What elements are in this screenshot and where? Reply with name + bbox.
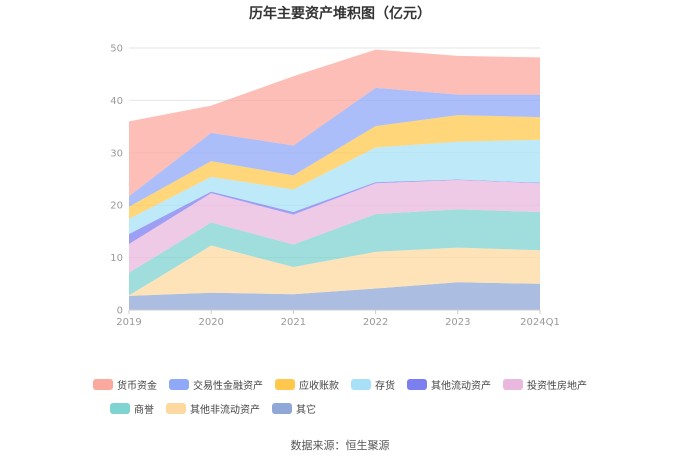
legend-swatch	[169, 379, 189, 390]
legend-swatch	[93, 379, 113, 390]
area-series-2	[129, 209, 540, 296]
legend-label: 商誉	[134, 405, 154, 416]
legend-item[interactable]: 其它	[272, 401, 316, 416]
legend-row-2: 商誉 其他非流动资产 其它	[0, 401, 680, 416]
legend-row-1: 货币资金 交易性金融资产 应收账款 存货 其他流动资产 投资性房地产	[0, 377, 680, 392]
area-series-3	[129, 180, 540, 273]
legend-swatch	[351, 379, 371, 390]
y-tick-label: 50	[110, 44, 123, 55]
x-tick-label: 2022	[363, 317, 388, 328]
x-tick-label: 2019	[116, 317, 141, 328]
legend-item[interactable]: 货币资金	[93, 377, 157, 392]
area-series-1	[129, 245, 540, 296]
x-tick-label: 2024Q1	[520, 317, 560, 328]
legend-swatch	[272, 403, 292, 414]
legend-item[interactable]: 交易性金融资产	[169, 377, 263, 392]
x-tick-label: 2020	[198, 317, 223, 328]
x-tick-label: 2021	[281, 317, 306, 328]
legend-label: 其它	[296, 405, 316, 416]
legend-label: 应收账款	[299, 381, 339, 392]
stacked-area-chart: 0 10 20 30 40 50 2019 2020 2021 2022 2023 2024Q1	[110, 44, 560, 329]
legend-label: 其他流动资产	[431, 381, 491, 392]
area-series-7	[129, 87, 540, 207]
legend-label: 其他非流动资产	[190, 405, 260, 416]
legend-swatch	[503, 379, 523, 390]
legend-item[interactable]: 商誉	[110, 401, 154, 416]
legend-item[interactable]: 应收账款	[275, 377, 339, 392]
y-tick-label: 20	[110, 201, 123, 212]
legend-swatch	[275, 379, 295, 390]
legend-item[interactable]: 投资性房地产	[503, 377, 587, 392]
legend-item[interactable]: 其他流动资产	[407, 377, 491, 392]
data-source-note: 数据来源：恒生聚源	[290, 439, 390, 452]
legend-label: 投资性房地产	[527, 381, 587, 392]
legend-swatch	[166, 403, 186, 414]
area-series-5	[129, 139, 540, 235]
area-series-6	[129, 115, 540, 219]
legend-label: 存货	[375, 381, 395, 392]
chart-title: 历年主要资产堆积图（亿元）	[249, 6, 431, 22]
legend-item[interactable]: 其他非流动资产	[166, 401, 260, 416]
chart-legend: 货币资金 交易性金融资产 应收账款 存货 其他流动资产 投资性房地产 商誉 其他非流动资产 其…	[0, 377, 680, 425]
y-tick-label: 30	[110, 148, 123, 159]
area-series-8	[129, 49, 540, 197]
legend-item[interactable]: 存货	[351, 377, 395, 392]
legend-swatch	[407, 379, 427, 390]
legend-label: 交易性金融资产	[193, 381, 263, 392]
area-series-0	[129, 282, 540, 310]
legend-swatch	[110, 403, 130, 414]
y-tick-label: 10	[110, 253, 123, 264]
y-tick-label: 40	[110, 96, 123, 107]
x-tick-label: 2023	[445, 317, 470, 328]
y-tick-label: 0	[117, 306, 123, 317]
legend-label: 货币资金	[117, 381, 157, 392]
